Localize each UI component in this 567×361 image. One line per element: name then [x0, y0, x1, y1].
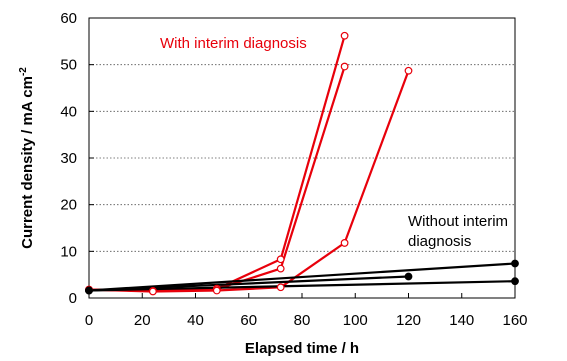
- data-point-with: [276, 255, 285, 264]
- x-tick-label: 160: [502, 312, 527, 329]
- data-point-with: [340, 62, 349, 71]
- annotation-label: Without interim: [408, 213, 508, 230]
- data-point-with: [276, 264, 285, 273]
- x-tick-label: 0: [85, 312, 93, 329]
- annotation-label: With interim diagnosis: [160, 35, 307, 52]
- data-point-with: [148, 287, 157, 296]
- x-tick-label: 40: [187, 312, 204, 329]
- x-tick-label: 60: [240, 312, 257, 329]
- series-line-without: [88, 280, 516, 292]
- series-line-without: [88, 262, 516, 292]
- y-tick-label: 10: [60, 243, 77, 260]
- x-tick-label: 20: [134, 312, 151, 329]
- y-tick-label: 20: [60, 197, 77, 214]
- data-point-with: [276, 283, 285, 292]
- data-point-without: [85, 286, 93, 295]
- y-tick-label: 60: [60, 10, 77, 27]
- x-axis-title: Elapsed time / h: [245, 340, 359, 357]
- y-tick-label: 40: [60, 103, 77, 120]
- y-axis-title: Current density / mA cm-2: [18, 67, 36, 249]
- x-tick-label: 80: [294, 312, 311, 329]
- y-axis-title-superscript: -2: [18, 67, 29, 76]
- y-tick-label: 0: [69, 290, 77, 307]
- data-point-with: [340, 239, 349, 247]
- annotation-label: diagnosis: [408, 233, 471, 250]
- y-tick-label: 30: [60, 150, 77, 167]
- data-point-with: [212, 286, 221, 295]
- data-point-with: [340, 31, 349, 40]
- x-tick-label: 140: [449, 312, 474, 329]
- series-line-with: [88, 35, 346, 293]
- y-axis-title-text: Current density / mA cm: [19, 76, 36, 249]
- series-line-without: [88, 275, 409, 292]
- series-line-with: [88, 70, 410, 293]
- data-point-without: [404, 272, 413, 281]
- x-tick-label: 120: [396, 312, 421, 329]
- series-line-with: [88, 66, 346, 293]
- data-point-without: [511, 259, 519, 268]
- y-tick-label: 50: [60, 57, 77, 74]
- data-point-without: [511, 277, 519, 286]
- data-point-with: [404, 66, 413, 75]
- x-tick-label: 100: [343, 312, 368, 329]
